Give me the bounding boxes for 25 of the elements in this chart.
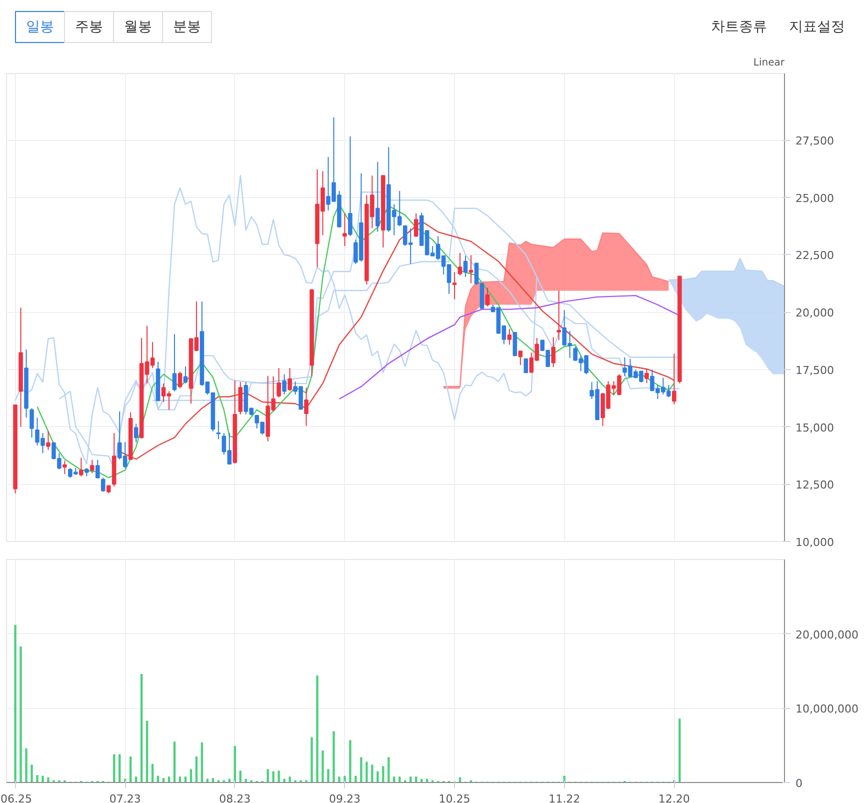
text: 차트종류 <box>711 19 767 35</box>
text: 지표설정 <box>789 19 845 35</box>
text: 월봉 <box>113 11 163 43</box>
y-tick-label: 20,000,000 <box>796 628 858 642</box>
y-tick-label: 0 <box>796 777 802 790</box>
x-tick-label: 08.23 <box>219 792 251 803</box>
x-tick-label: 10.25 <box>438 792 470 803</box>
text: 분봉 <box>162 11 212 43</box>
x-tick-label: 07.23 <box>109 792 141 803</box>
text: 일봉 <box>15 11 65 43</box>
text: 주봉 <box>64 11 114 43</box>
x-tick-label: 06.25 <box>0 792 32 803</box>
y-tick-label: 15,000 <box>796 421 834 434</box>
y-tick-label: 22,500 <box>796 249 834 262</box>
x-tick-label: 11.22 <box>548 792 580 803</box>
y-tick-label: 25,000 <box>796 192 834 205</box>
x-tick-label: 12.20 <box>658 792 690 803</box>
y-tick-label: 20,000 <box>796 306 834 320</box>
y-tick-label: 12,500 <box>796 478 834 492</box>
y-tick-label: 10,000,000 <box>796 702 858 716</box>
y-tick-label: 17,500 <box>796 364 834 377</box>
x-tick-label: 09.23 <box>328 792 360 803</box>
text: Linear <box>753 58 786 68</box>
y-tick-label: 27,500 <box>796 134 834 148</box>
y-tick-label: 10,000 <box>796 536 834 549</box>
